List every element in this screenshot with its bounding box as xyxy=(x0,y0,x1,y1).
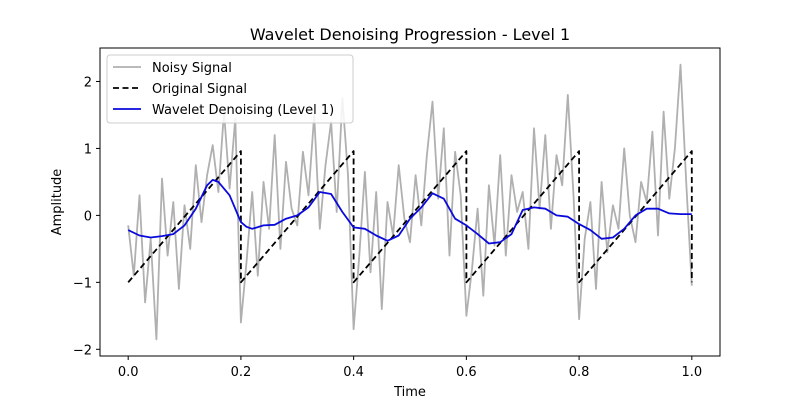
plot-frame xyxy=(99,47,721,357)
x-tick-label: 0.4 xyxy=(343,365,364,380)
y-tick-label: −1 xyxy=(73,276,92,291)
legend-box xyxy=(106,54,354,124)
chart-title: Wavelet Denoising Progression - Level 1 xyxy=(250,25,570,44)
x-axis-label: Time xyxy=(393,385,426,400)
series-line-3 xyxy=(127,178,692,245)
series-line-1 xyxy=(127,63,693,341)
y-tick-label: −2 xyxy=(73,343,92,358)
axes: 0.0 0.2 0.4 0.6 0.8 1.0 −2 −1 0 1 2 xyxy=(73,47,721,380)
legend-label-2: Original Signal xyxy=(152,82,247,97)
x-tick-label: 0.8 xyxy=(569,365,590,380)
plot-area xyxy=(127,63,693,341)
legend: Noisy Signal Original Signal Wavelet Denoi… xyxy=(106,54,354,124)
y-tick-label: 0 xyxy=(84,209,92,224)
y-axis-label: Amplitude xyxy=(50,169,65,236)
x-tick-label: 0.2 xyxy=(231,365,252,380)
legend-label-3: Wavelet Denoising (Level 1) xyxy=(152,103,334,118)
x-tick-label: 1.0 xyxy=(681,365,702,380)
legend-label-1: Noisy Signal xyxy=(152,61,232,76)
y-tick-label: 2 xyxy=(84,75,92,90)
series-line-2 xyxy=(127,150,693,284)
x-tick-label: 0.0 xyxy=(118,365,139,380)
x-tick-label: 0.6 xyxy=(456,365,477,380)
y-tick-label: 1 xyxy=(84,142,92,157)
